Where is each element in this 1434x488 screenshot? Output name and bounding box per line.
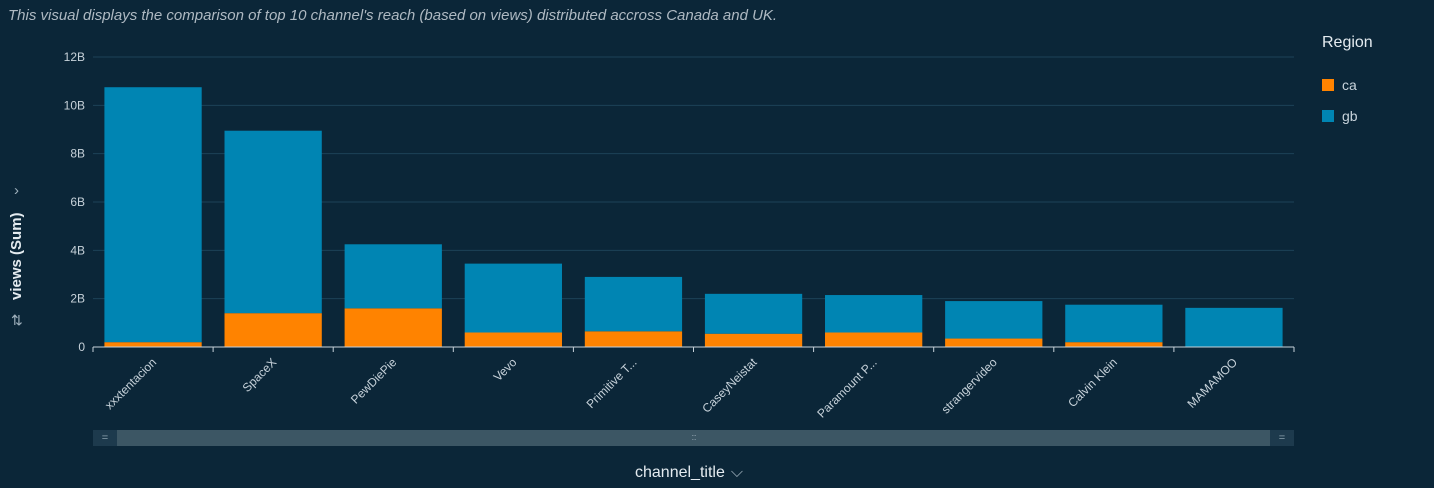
y-tick-label: 10B	[64, 98, 85, 112]
x-axis-title-label: channel_title	[635, 464, 725, 481]
y-tick-label: 12B	[64, 50, 85, 64]
x-tick-label: CaseyNeistat	[699, 355, 760, 416]
y-tick-label: 6B	[70, 195, 85, 209]
y-tick-label: 8B	[70, 147, 85, 161]
legend-item-gb[interactable]: gb	[1322, 100, 1373, 131]
bar-segment-gb[interactable]	[825, 295, 923, 333]
chart-subtitle: This visual displays the comparison of t…	[8, 7, 778, 24]
bar-segment-gb[interactable]	[945, 301, 1043, 339]
bar-segment-ca[interactable]	[584, 331, 683, 347]
bar-segment-gb[interactable]	[224, 130, 322, 314]
bar-segment-gb[interactable]	[104, 87, 202, 343]
x-tick-label: SpaceX	[240, 355, 280, 395]
x-tick-label: Primitive T...	[584, 355, 640, 411]
bar-segment-gb[interactable]	[704, 293, 803, 334]
bar-segment-ca[interactable]	[1065, 342, 1163, 347]
legend-swatch-gb	[1322, 109, 1334, 122]
bar-segment-ca[interactable]	[344, 308, 442, 347]
chevron-down-icon[interactable]: ⌵	[730, 464, 743, 481]
horizontal-scrollbar[interactable]: = ::: =	[93, 430, 1294, 446]
scroll-right-handle[interactable]: =	[1278, 432, 1286, 444]
y-tick-label: 0	[78, 340, 85, 354]
legend-label: gb	[1342, 107, 1358, 124]
legend: Region ca gb	[1322, 34, 1373, 131]
x-tick-label: PewDiePie	[348, 355, 400, 407]
x-axis-title[interactable]: channel_title ⌵	[635, 464, 743, 482]
bar-segment-ca[interactable]	[464, 332, 562, 348]
bar-segment-gb[interactable]	[344, 244, 442, 309]
bar-segment-ca[interactable]	[945, 338, 1043, 347]
legend-label: ca	[1342, 76, 1357, 93]
x-tick-label: Calvin Klein	[1065, 355, 1120, 410]
legend-item-ca[interactable]: ca	[1322, 69, 1373, 100]
x-tick-label: MAMAMOO	[1184, 355, 1240, 411]
y-tick-label: 4B	[70, 243, 85, 257]
bar-segment-gb[interactable]	[1185, 307, 1283, 347]
x-tick-label: xxxtentacion	[102, 355, 159, 412]
bar-segment-gb[interactable]	[1065, 304, 1163, 343]
sort-icon[interactable]: ⇅	[11, 312, 23, 328]
bar-segment-ca[interactable]	[104, 342, 202, 347]
chevron-right-icon[interactable]: ›	[14, 182, 19, 199]
x-tick-label: Paramount P...	[814, 355, 879, 420]
grip-icon: :::	[691, 432, 696, 442]
legend-swatch-ca	[1322, 78, 1334, 91]
bar-segment-ca[interactable]	[704, 333, 803, 347]
scroll-left-handle[interactable]: =	[101, 432, 109, 444]
bar-segment-gb[interactable]	[584, 276, 683, 332]
bar-segment-ca[interactable]	[224, 313, 322, 347]
y-tick-label: 2B	[70, 292, 85, 306]
scroll-thumb[interactable]: :::	[117, 430, 1270, 446]
x-tick-label: Vevo	[491, 355, 520, 384]
bar-segment-ca[interactable]	[825, 332, 923, 348]
x-tick-label: strangervideo	[939, 355, 1001, 417]
legend-title: Region	[1322, 34, 1373, 51]
bar-segment-gb[interactable]	[464, 263, 562, 333]
